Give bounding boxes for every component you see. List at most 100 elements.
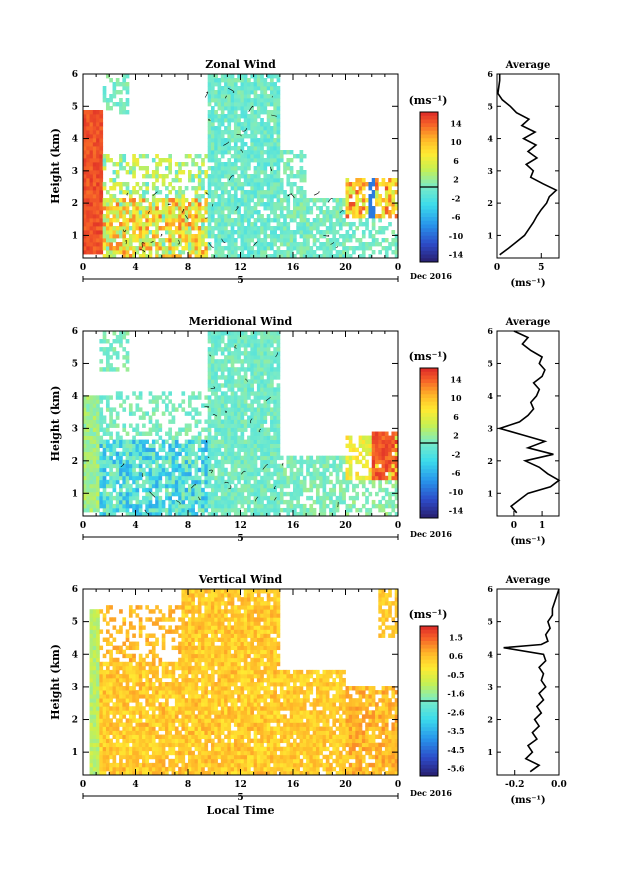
heatmap-cell: [240, 403, 245, 408]
heatmap-cell: [302, 459, 307, 465]
heatmap-cell: [250, 138, 255, 143]
heatmap-cell: [256, 130, 261, 135]
heatmap-cell: [138, 503, 143, 509]
heatmap-cell: [329, 226, 333, 231]
heatmap-cell: [378, 471, 382, 477]
heatmap-cell: [332, 499, 337, 505]
heatmap-cell: [99, 698, 104, 703]
heatmap-cell: [233, 242, 238, 247]
heatmap-cell: [325, 495, 330, 501]
heatmap-cell: [178, 194, 182, 199]
heatmap-cell: [243, 443, 248, 449]
heatmap-cell: [89, 629, 94, 634]
heatmap-cell: [227, 399, 232, 404]
heatmap-cell: [270, 355, 274, 360]
heatmap-cell: [355, 238, 360, 243]
heatmap-cell: [204, 419, 209, 424]
heatmap-cell: [115, 162, 120, 167]
heatmap-cell: [371, 226, 376, 231]
heatmap-cell: [89, 170, 94, 175]
heatmap-cell: [112, 443, 117, 449]
heatmap-cell: [125, 331, 130, 336]
heatmap-cell: [345, 435, 350, 440]
heatmap-cell: [178, 479, 182, 485]
heatmap-cell: [96, 222, 100, 227]
heatmap-cell: [207, 491, 212, 497]
heatmap-cell: [283, 206, 287, 211]
heatmap-cell: [128, 210, 133, 215]
heatmap-cell: [224, 447, 228, 453]
heatmap-cell: [233, 110, 238, 115]
heatmap-cell: [391, 499, 396, 505]
heatmap-cell: [89, 198, 94, 203]
average-profile-line: [497, 74, 558, 256]
heatmap-cell: [224, 114, 228, 119]
heatmap-cell: [256, 230, 261, 235]
heatmap-cell: [266, 451, 271, 457]
heatmap-cell: [260, 427, 264, 432]
heatmap-cell: [299, 254, 304, 259]
heatmap-cell: [204, 395, 209, 400]
heatmap-cell: [89, 443, 94, 449]
heatmap-cell: [391, 206, 396, 211]
heatmap-cell: [283, 150, 287, 155]
heatmap-cell: [135, 423, 140, 428]
heatmap-cell: [115, 210, 120, 215]
heatmap-cell: [233, 391, 238, 396]
heatmap-cell: [184, 431, 189, 436]
heatmap-cell: [253, 110, 258, 115]
heatmap-cell: [224, 138, 228, 143]
heatmap-cell: [115, 78, 120, 83]
heatmap-cell: [247, 443, 251, 449]
heatmap-cell: [86, 431, 90, 436]
heatmap-cell: [273, 230, 277, 235]
heatmap-cell: [191, 495, 195, 501]
heatmap-cell: [92, 218, 97, 223]
heatmap-cell: [191, 226, 195, 231]
heatmap-cell: [243, 335, 248, 340]
heatmap-cell: [89, 491, 94, 497]
heatmap-cell: [233, 471, 238, 477]
heatmap-cell: [227, 238, 232, 243]
heatmap-cell: [270, 439, 274, 445]
heatmap-cell: [260, 198, 264, 203]
heatmap-cell: [256, 419, 261, 424]
heatmap-cell: [155, 427, 159, 432]
heatmap-cell: [89, 222, 94, 227]
heatmap-cell: [92, 214, 97, 219]
heatmap-cell: [266, 234, 271, 239]
heatmap-cell: [132, 511, 136, 517]
heatmap-cell: [214, 411, 218, 416]
x-tick-label: 12: [234, 263, 247, 273]
heatmap-cell: [345, 487, 350, 493]
heatmap-cell: [174, 218, 179, 223]
heatmap-cell: [135, 451, 140, 457]
heatmap-cell: [112, 86, 117, 91]
heatmap-cell: [315, 499, 320, 505]
heatmap-cell: [270, 451, 274, 457]
heatmap-cell: [233, 467, 238, 473]
heatmap-cell: [119, 234, 123, 239]
heatmap-cell: [233, 443, 238, 449]
heatmap-cell: [243, 475, 248, 481]
heatmap-cell: [105, 427, 110, 432]
heatmap-cell: [119, 82, 123, 87]
heatmap-cell: [207, 194, 212, 199]
heatmap-cell: [224, 166, 228, 171]
heatmap-cell: [342, 210, 346, 215]
heatmap-cell: [247, 98, 251, 103]
heatmap-cell: [227, 431, 232, 436]
heatmap-cell: [105, 351, 110, 356]
heatmap-cell: [224, 399, 228, 404]
heatmap-cell: [99, 234, 104, 239]
heatmap-cell: [286, 511, 291, 517]
heatmap-cell: [348, 455, 353, 461]
heatmap-cell: [309, 246, 314, 251]
heatmap-cell: [99, 467, 104, 473]
heatmap-cell: [253, 166, 258, 171]
heatmap-cell: [276, 158, 281, 163]
heatmap-cell: [145, 459, 150, 465]
heatmap-cell: [299, 194, 304, 199]
heatmap-cell: [266, 114, 271, 119]
heatmap-cell: [109, 511, 113, 517]
